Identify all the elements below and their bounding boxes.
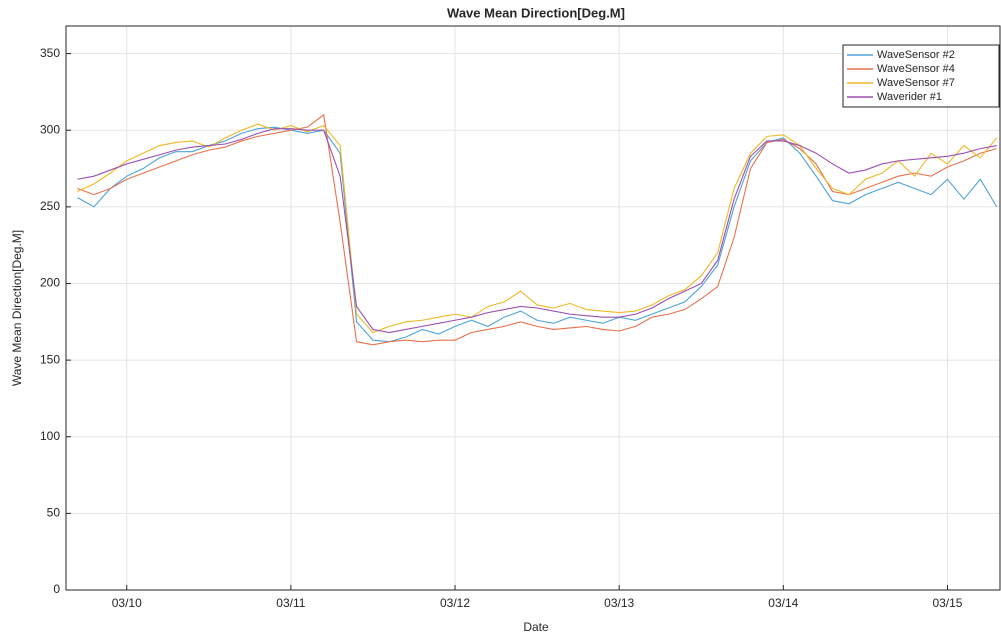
legend-label: WaveSensor #4 bbox=[877, 63, 955, 75]
y-axis-label: Wave Mean Direction[Deg.M] bbox=[10, 230, 24, 386]
legend-label: Waverider #1 bbox=[877, 91, 942, 103]
series-line bbox=[77, 126, 998, 343]
x-tick-label: 03/14 bbox=[768, 596, 798, 610]
series-line bbox=[77, 113, 997, 346]
y-tick-label: 150 bbox=[40, 352, 60, 366]
plot-frame bbox=[65, 25, 1001, 591]
x-tick-label: 03/15 bbox=[932, 596, 962, 610]
y-tick-label: 100 bbox=[40, 429, 60, 443]
y-tick-label: 0 bbox=[53, 582, 60, 596]
x-tick-label: 03/13 bbox=[604, 596, 634, 610]
chart-title: Wave Mean Direction[Deg.M] bbox=[447, 5, 625, 20]
x-tick-label: 03/12 bbox=[440, 596, 470, 610]
y-tick-label: 350 bbox=[40, 46, 60, 60]
series-line bbox=[77, 123, 998, 334]
x-tick-label: 03/11 bbox=[276, 596, 305, 610]
legend-label: WaveSensor #7 bbox=[877, 77, 955, 89]
series-line bbox=[77, 128, 997, 334]
legend-label: WaveSensor #2 bbox=[877, 49, 955, 61]
y-tick-label: 300 bbox=[40, 122, 60, 136]
x-axis-label: Date bbox=[523, 620, 549, 634]
y-tick-label: 50 bbox=[47, 506, 61, 520]
y-tick-label: 250 bbox=[40, 199, 60, 213]
x-tick-label: 03/10 bbox=[112, 596, 142, 610]
y-tick-label: 200 bbox=[40, 276, 60, 290]
